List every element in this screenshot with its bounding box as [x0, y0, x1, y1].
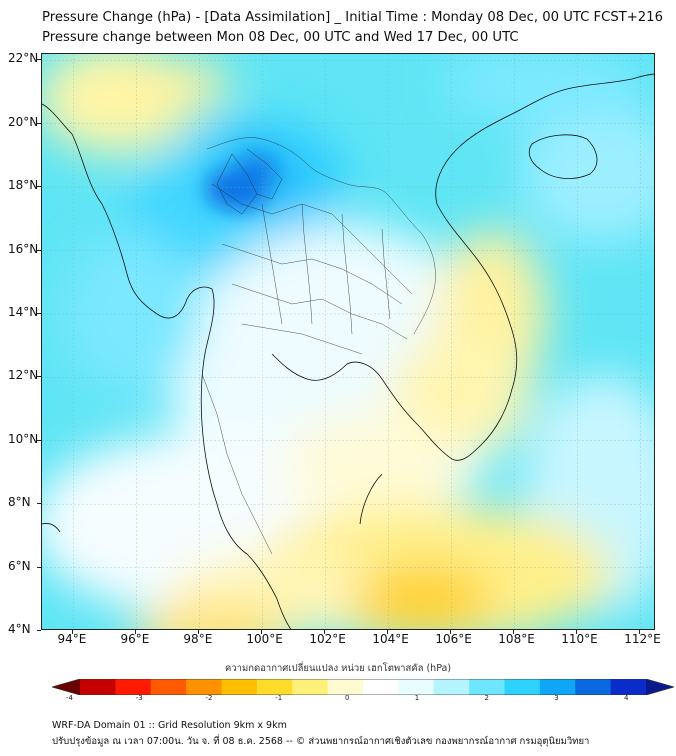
- lon-tick-label: 96°E: [120, 632, 150, 646]
- lat-tick-label: 6°N: [8, 558, 31, 573]
- lat-tick-mark: [37, 376, 41, 378]
- colorbar-segment: [433, 679, 470, 695]
- colorbar-segment: [363, 679, 399, 695]
- colorbar-segment: [115, 679, 152, 695]
- lat-tick-label: 8°N: [8, 495, 31, 510]
- colorbar-segment: [221, 679, 258, 695]
- lat-tick-mark: [37, 59, 41, 61]
- lon-tick-label: 102°E: [309, 632, 346, 646]
- map-frame: [41, 53, 655, 630]
- colorbar-low-arrow: [52, 679, 80, 695]
- lon-tick-mark: [261, 630, 263, 634]
- lat-tick-mark: [37, 312, 41, 314]
- lon-tick-label: 100°E: [246, 632, 283, 646]
- colorbar-segment: [292, 679, 329, 695]
- colorbar-tick-label: 4: [624, 694, 629, 702]
- lat-tick-label: 16°N: [8, 241, 39, 256]
- lat-tick-mark: [37, 503, 41, 505]
- lon-tick-mark: [72, 630, 74, 634]
- colorbar-tick-label: -1: [275, 694, 283, 702]
- chart-title: Pressure Change (hPa) - [Data Assimilati…: [42, 10, 663, 25]
- lat-tick-mark: [37, 566, 41, 568]
- lon-tick-label: 110°E: [561, 632, 598, 646]
- lon-tick-mark: [198, 630, 200, 634]
- lat-tick-mark: [37, 122, 41, 124]
- lat-tick-mark: [37, 249, 41, 251]
- lat-tick-label: 14°N: [8, 304, 39, 319]
- colorbar-title: ความกดอากาศเปลี่ยนแปลง หน่วย เฮกโตพาสคัล…: [224, 663, 452, 674]
- lon-tick-mark: [576, 630, 578, 634]
- colorbar: [52, 679, 674, 695]
- colorbar-segment: [150, 679, 187, 695]
- lon-tick-mark: [450, 630, 452, 634]
- lat-tick-mark: [37, 186, 41, 188]
- footer-update-info: ปรับปรุงข้อมูล ณ เวลา 07:00น. วัน จ. ที่…: [52, 736, 590, 747]
- colorbar-tick-label: 0: [345, 694, 350, 702]
- lat-tick-mark: [37, 630, 41, 631]
- colorbar-segment: [575, 679, 612, 695]
- graticule: [42, 54, 654, 629]
- colorbar-segment: [504, 679, 541, 695]
- colorbar-segment: [256, 679, 293, 695]
- lat-tick-label: 10°N: [8, 431, 39, 446]
- lon-tick-mark: [513, 630, 515, 634]
- pressure-field: [42, 54, 654, 629]
- coastlines: [42, 73, 654, 629]
- lon-tick-label: 108°E: [498, 632, 535, 646]
- admin-borders: [201, 137, 436, 555]
- chart-subtitle: Pressure change between Mon 08 Dec, 00 U…: [42, 30, 519, 45]
- colorbar-tick-label: -4: [66, 694, 73, 702]
- colorbar-segment: [610, 679, 647, 695]
- pressure-change-map: [42, 54, 654, 629]
- lon-tick-label: 106°E: [435, 632, 472, 646]
- lat-tick-mark: [37, 439, 41, 441]
- lon-tick-mark: [639, 630, 641, 634]
- lat-tick-label: 22°N: [8, 51, 39, 66]
- colorbar-tick-label: -3: [135, 694, 143, 702]
- colorbar-tick-label: -2: [205, 694, 213, 702]
- lon-tick-label: 112°E: [624, 632, 661, 646]
- colorbar-segment: [186, 679, 222, 695]
- colorbar-segment: [80, 679, 116, 695]
- lon-tick-label: 94°E: [57, 632, 87, 646]
- lat-tick-label: 18°N: [8, 178, 39, 193]
- colorbar-tick-label: 1: [414, 694, 420, 702]
- colorbar-high-arrow: [646, 679, 674, 695]
- lon-tick-mark: [387, 630, 389, 634]
- colorbar-tick-label: 3: [554, 694, 559, 702]
- lat-tick-label: 4°N: [8, 622, 31, 636]
- lat-tick-label: 20°N: [8, 114, 39, 129]
- lon-tick-label: 104°E: [372, 632, 409, 646]
- footer-model-info: WRF-DA Domain 01 :: Grid Resolution 9km …: [52, 720, 287, 731]
- lon-tick-mark: [135, 630, 137, 634]
- colorbar-segment: [539, 679, 576, 695]
- colorbar-tick-label: 2: [484, 694, 489, 702]
- lon-tick-mark: [324, 630, 326, 634]
- lat-tick-label: 12°N: [8, 368, 39, 383]
- colorbar-segment: [469, 679, 505, 695]
- colorbar-segment: [398, 679, 435, 695]
- lon-tick-label: 98°E: [183, 632, 213, 646]
- colorbar-segment: [327, 679, 364, 695]
